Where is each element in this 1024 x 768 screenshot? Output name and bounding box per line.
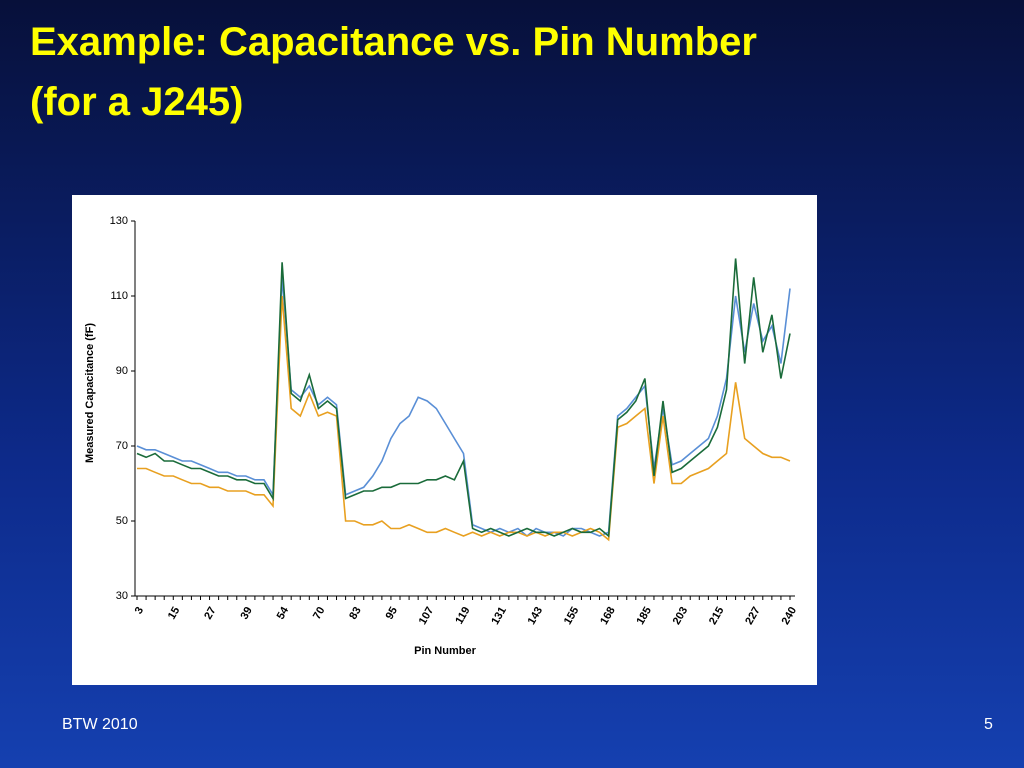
series-line [136, 258, 791, 538]
y-axis-label: Measured Capacitance (fF) [84, 323, 96, 463]
y-tick-label: 30 [116, 590, 128, 602]
x-tick-label: 70 [311, 605, 328, 622]
x-tick-label: 3 [133, 605, 146, 616]
page-number: 5 [984, 716, 993, 733]
y-tick-label: 110 [110, 290, 128, 302]
series-line [136, 277, 791, 538]
x-tick-label: 95 [384, 605, 401, 622]
y-tick-label: 90 [116, 365, 128, 377]
chart: Pin Number Measured Capacitance (fF) 30 5… [72, 195, 817, 685]
x-axis-label: Pin Number [414, 645, 476, 657]
slide-title: Example: Capacitance vs. Pin Number (for… [30, 20, 757, 124]
x-tick-label: 27 [202, 605, 219, 622]
x-tick-label: 39 [238, 605, 255, 622]
footer: BTW 2010 [62, 716, 138, 733]
x-tick-label: 83 [347, 605, 364, 622]
series-line [137, 295, 791, 542]
y-tick-label: 130 [110, 215, 128, 227]
y-tick-label: 50 [116, 515, 128, 527]
chart-background [72, 195, 817, 685]
y-tick-label: 70 [116, 440, 128, 452]
x-tick-label: 15 [166, 605, 183, 622]
